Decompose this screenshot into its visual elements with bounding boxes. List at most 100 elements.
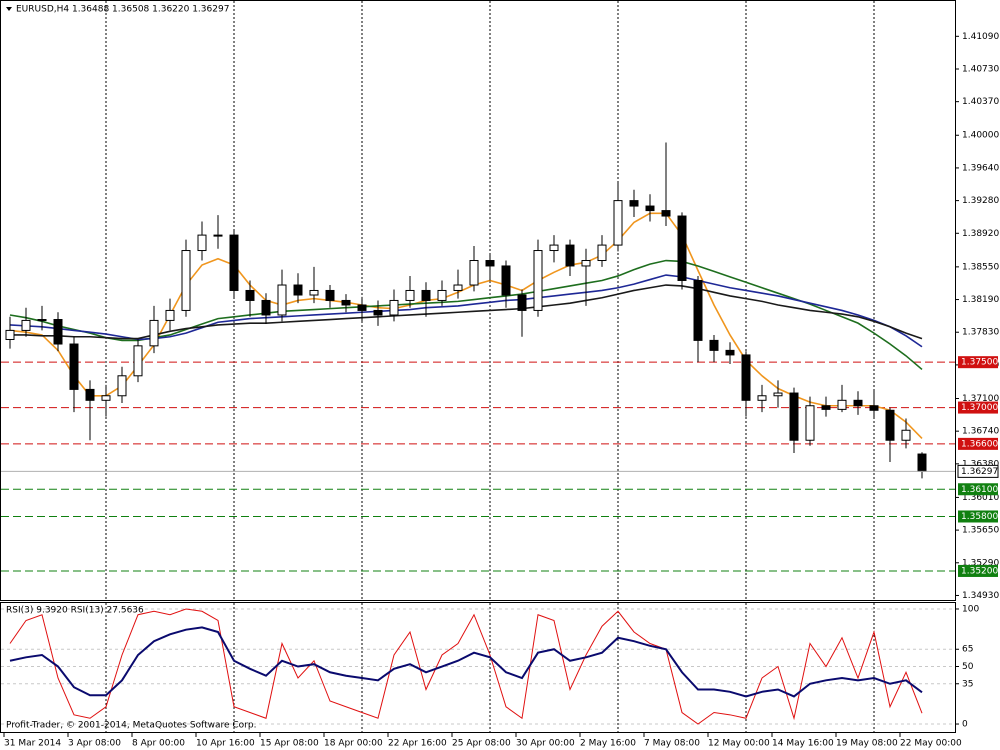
y-tick-label: 1.38550 [962, 262, 999, 272]
candle-body [85, 388, 95, 401]
candle-body [117, 375, 127, 397]
candle-body [437, 289, 447, 301]
level-label: 1.37500 [961, 358, 998, 368]
candle-body [533, 250, 543, 311]
y-tick-label: 1.39280 [962, 196, 999, 206]
candle-body [149, 319, 159, 347]
price-frame [0, 0, 956, 601]
level-box [958, 437, 998, 450]
candle-body [885, 409, 895, 441]
candle-body [917, 453, 927, 472]
candle-body [325, 289, 335, 301]
candle-body [389, 299, 399, 316]
x-tick-label: 22 Apr 16:00 [388, 739, 447, 749]
candle-body [517, 294, 527, 311]
moving-average [9, 212, 923, 439]
y-tick-label: 1.41090 [962, 32, 999, 42]
candle-body [133, 345, 143, 377]
copyright: Profit-Trader, © 2001-2014, MetaQuotes S… [6, 721, 256, 731]
candle-body [165, 309, 175, 321]
candle-body [741, 354, 751, 401]
candle-body [789, 392, 799, 441]
y-tick-label: 1.40730 [962, 64, 999, 74]
y-tick-label: 1.36010 [962, 493, 999, 503]
x-tick-label: 8 Apr 00:00 [132, 739, 185, 749]
x-tick-label: 15 Apr 08:00 [260, 739, 319, 749]
candle-body [309, 289, 319, 296]
level-box [958, 356, 998, 369]
x-tick-label: 10 Apr 16:00 [196, 739, 255, 749]
current-price-box [957, 464, 999, 478]
candle-body [693, 279, 703, 341]
candle-body [181, 250, 191, 311]
rsi-title: RSI(3) 9.3920 RSI(13) 27.5636 [6, 606, 144, 616]
candle-body [837, 399, 847, 410]
y-tick-label: 1.34930 [962, 591, 999, 601]
candle-body [853, 399, 863, 407]
candle-body [581, 260, 591, 267]
chart-title: EURUSD,H4 1.36488 1.36508 1.36220 1.3629… [16, 5, 229, 15]
candle-body [37, 319, 47, 322]
candle-body [101, 395, 111, 401]
x-tick-label: 19 May 08:00 [836, 739, 898, 749]
level-label: 1.36100 [961, 485, 998, 495]
level-label: 1.36600 [961, 439, 998, 449]
y-tick-label: 1.35650 [962, 526, 999, 536]
rsi-line [9, 626, 923, 698]
current-price-label: 1.36297 [961, 467, 998, 477]
candle-body [293, 284, 303, 296]
candle-body [213, 234, 223, 237]
x-tick-label: 7 May 08:00 [644, 739, 700, 749]
candle-body [197, 234, 207, 252]
x-tick-label: 22 May 00:00 [900, 739, 962, 749]
candle-body [869, 405, 879, 411]
candle-body [501, 265, 511, 296]
y-tick-label: 1.39640 [962, 163, 999, 173]
x-tick-label: 31 Mar 2014 [4, 739, 61, 749]
title-arrow [6, 7, 12, 11]
candle-body [485, 260, 495, 267]
candle-body [453, 284, 463, 291]
candle-body [821, 405, 831, 410]
y-tick-label: 1.36740 [962, 427, 999, 437]
candle-body [245, 289, 255, 301]
moving-average [9, 259, 923, 371]
x-tick-label: 30 Apr 00:00 [516, 739, 575, 749]
candle-body [405, 289, 415, 301]
y-tick-label: 1.40370 [962, 97, 999, 107]
candle-body [709, 339, 719, 351]
candle-body [469, 260, 479, 286]
candle-body [53, 319, 63, 345]
candle-body [69, 343, 79, 390]
y-tick-label: 100 [962, 604, 979, 614]
level-box [958, 510, 998, 523]
y-tick-label: 50 [962, 662, 974, 672]
candle-body [277, 284, 287, 316]
candle-body [549, 244, 559, 252]
candle-body [677, 215, 687, 281]
candle-body [805, 405, 815, 441]
y-tick-label: 1.37100 [962, 394, 999, 404]
level-box [958, 483, 998, 496]
y-tick-label: 65 [962, 645, 973, 655]
moving-average [9, 274, 923, 348]
level-label: 1.37000 [961, 403, 998, 413]
candle-body [261, 299, 271, 316]
candle-body [645, 205, 655, 212]
candle-body [341, 299, 351, 306]
candle-body [565, 244, 575, 267]
candle-body [901, 429, 911, 441]
candle-body [773, 392, 783, 397]
y-tick-label: 1.37830 [962, 328, 999, 338]
candle-body [357, 304, 367, 311]
x-tick-label: 14 May 16:00 [772, 739, 834, 749]
candle-body [421, 289, 431, 301]
moving-average [10, 284, 923, 340]
level-box [958, 564, 998, 577]
candle-body [5, 329, 15, 340]
candle-body [229, 234, 239, 291]
candle-body [613, 200, 623, 246]
candle-body [757, 395, 767, 401]
candle-body [661, 210, 671, 217]
y-tick-label: 0 [962, 720, 968, 730]
